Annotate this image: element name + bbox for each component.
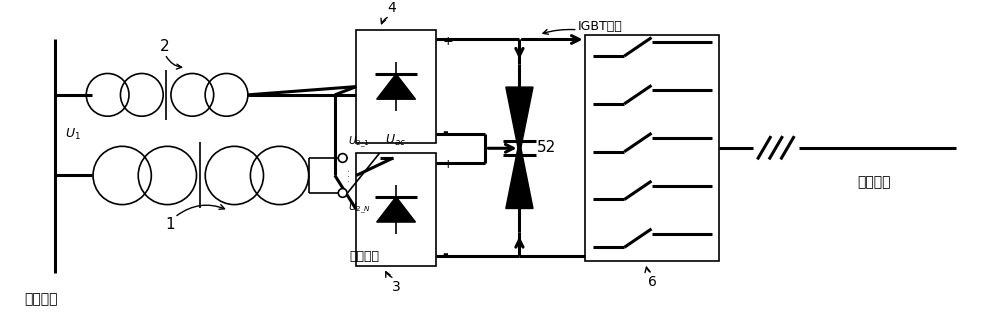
Polygon shape (506, 87, 533, 155)
Polygon shape (377, 74, 416, 99)
Polygon shape (377, 197, 416, 222)
Text: 2: 2 (160, 39, 170, 54)
Text: -: - (443, 125, 448, 139)
Bar (356, 153, 436, 266)
Text: +: + (443, 158, 453, 171)
Text: · · ·: · · · (346, 169, 355, 182)
Text: -: - (443, 247, 448, 261)
Bar (585, 35, 719, 261)
Text: $U_{ac}$: $U_{ac}$ (385, 133, 407, 148)
Text: 副边抽头: 副边抽头 (349, 250, 379, 262)
Text: $U_1$: $U_1$ (65, 127, 81, 142)
Text: 交流电网: 交流电网 (24, 292, 58, 306)
Bar (356, 30, 436, 143)
Text: 1: 1 (165, 216, 175, 231)
Text: 覆冰线路: 覆冰线路 (857, 175, 891, 189)
Text: $U_{2\_N}$: $U_{2\_N}$ (348, 201, 371, 216)
Text: 3: 3 (392, 280, 400, 294)
Text: 6: 6 (648, 275, 657, 289)
Text: 4: 4 (388, 1, 396, 15)
Polygon shape (506, 141, 533, 209)
Text: IGBT断路: IGBT断路 (578, 20, 622, 33)
Text: 52: 52 (537, 140, 556, 155)
Circle shape (338, 188, 347, 197)
Text: +: + (443, 35, 453, 48)
Text: $U_{2\_1}$: $U_{2\_1}$ (348, 135, 369, 150)
Circle shape (338, 154, 347, 162)
